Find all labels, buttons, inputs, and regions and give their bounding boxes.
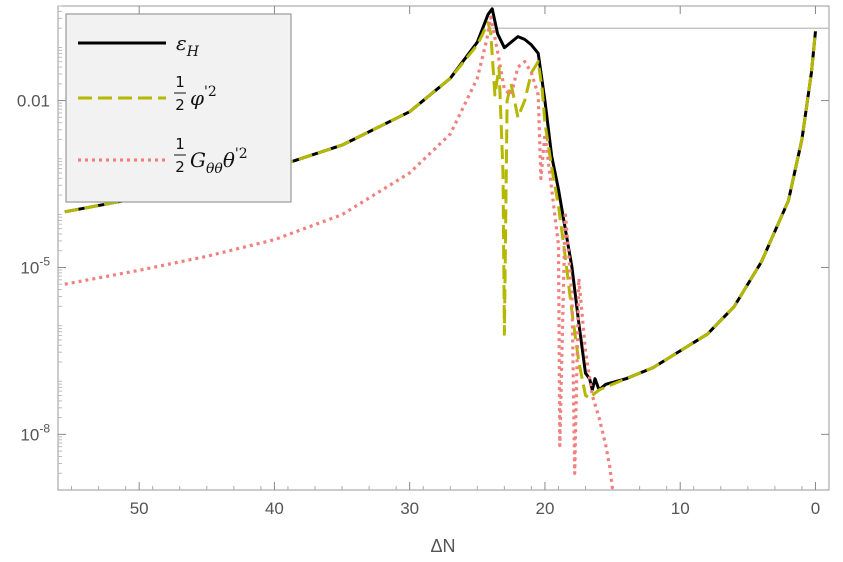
y-tick-label: 10-5 [20,254,50,277]
y-tick-base: 10 [20,258,39,277]
y-tick-base: 0.01 [17,92,50,111]
legend-superscript-phi: '2 [204,84,217,100]
plot-frame [57,5,830,491]
legend-subscript-epsilon: H [186,44,200,60]
y-tick-exponent: -8 [39,421,50,435]
legend-label-phi: φ'2 [190,84,217,110]
legend-symbol-G: G [190,148,206,172]
legend-symbol-epsilon: ε [176,31,187,55]
legend-superscript-theta: '2 [235,146,248,162]
y-tick-label: 0.01 [17,92,50,111]
x-tick-label: 50 [130,499,149,518]
legend-subscript-theta: θθ [206,161,223,177]
x-tick-label: 0 [811,499,820,518]
legend-symbol-theta: θ [223,148,235,172]
y-tick-base: 10 [20,425,39,444]
y-tick-exponent: -5 [39,254,50,268]
series-line-dashed [64,21,817,400]
x-tick-label: 20 [535,499,554,518]
legend-frac-num-theta: 1 [175,135,185,153]
legend-label-epsilon: εH [176,31,200,60]
series-layer [64,7,817,490]
legend-frac-den-theta: 2 [175,158,185,176]
legend-box [65,13,292,203]
legend-label-theta: Gθθθ'2 [190,146,248,177]
x-tick-label: 40 [265,499,284,518]
x-tick-label: 30 [400,499,419,518]
x-axis-title: ΔN [430,536,455,556]
legend-frac-den-phi: 2 [175,96,185,114]
y-tick-label: 10-8 [20,421,50,444]
x-axis-ticks: 50 40 30 20 10 0 [71,6,820,518]
x-tick-label: 10 [671,499,690,518]
legend-symbol-phi: φ [190,86,204,110]
legend-frac-num-phi: 1 [175,73,185,91]
legend: εH 1 2 φ'2 1 2 Gθθθ'2 [65,13,292,203]
